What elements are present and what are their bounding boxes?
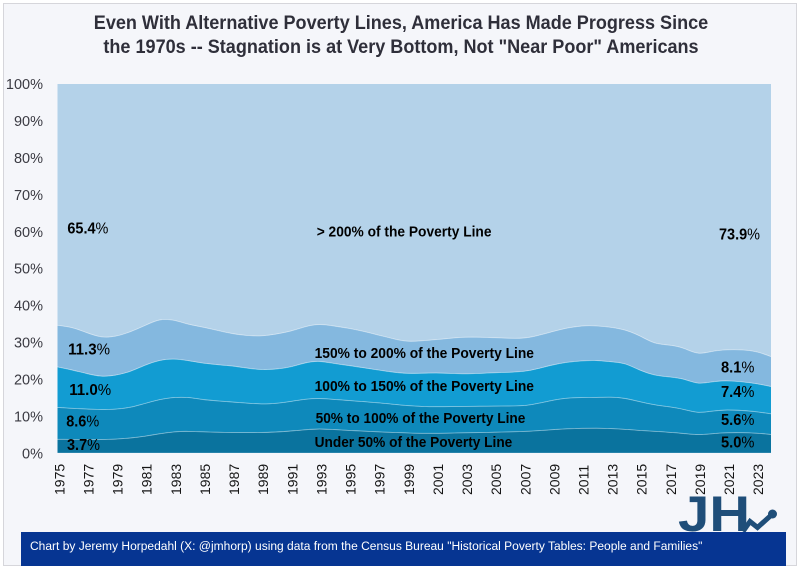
svg-text:2015: 2015 [634,464,650,495]
svg-text:Under 50% of the Poverty Line: Under 50% of the Poverty Line [315,434,513,451]
svg-text:1997: 1997 [372,464,388,495]
svg-text:1989: 1989 [255,464,271,495]
svg-text:100%: 100% [6,77,43,93]
svg-text:5.0%: 5.0% [721,435,755,452]
svg-text:2019: 2019 [692,464,708,495]
svg-text:50% to 100% of the Poverty Lin: 50% to 100% of the Poverty Line [316,410,526,427]
svg-text:2017: 2017 [663,464,679,495]
svg-text:1977: 1977 [80,464,96,495]
svg-text:2023: 2023 [750,464,766,495]
svg-text:1991: 1991 [284,464,300,495]
svg-text:8.6%: 8.6% [66,414,99,431]
svg-text:150% to 200% of the Poverty Li: 150% to 200% of the Poverty Line [315,345,534,362]
svg-text:1995: 1995 [343,464,359,495]
svg-text:> 200% of the Poverty Line: > 200% of the Poverty Line [317,224,492,241]
svg-text:1983: 1983 [168,464,184,495]
svg-text:60%: 60% [14,225,43,241]
svg-text:30%: 30% [14,336,43,352]
svg-text:2009: 2009 [546,464,562,495]
svg-text:2013: 2013 [605,464,621,495]
svg-text:1993: 1993 [313,464,329,495]
svg-text:2021: 2021 [721,464,737,495]
svg-text:3.7%: 3.7% [67,437,100,454]
svg-text:40%: 40% [14,299,43,315]
svg-text:2011: 2011 [576,465,592,495]
svg-text:1975: 1975 [51,464,67,495]
svg-text:20%: 20% [14,373,43,389]
svg-text:5.6%: 5.6% [721,412,755,429]
svg-text:70%: 70% [14,188,43,204]
svg-text:0%: 0% [22,446,43,462]
svg-text:11.3%: 11.3% [68,342,110,359]
svg-text:50%: 50% [14,262,43,278]
svg-text:80%: 80% [14,151,43,167]
svg-text:2001: 2001 [430,464,446,495]
svg-text:2007: 2007 [517,464,533,495]
svg-text:65.4%: 65.4% [67,221,108,238]
svg-text:90%: 90% [14,114,43,130]
svg-text:11.0%: 11.0% [69,382,111,399]
svg-text:1999: 1999 [401,464,417,495]
svg-text:1981: 1981 [139,464,155,495]
svg-text:10%: 10% [14,410,43,426]
svg-text:2005: 2005 [488,464,504,495]
svg-text:1985: 1985 [197,464,213,495]
svg-text:1979: 1979 [110,464,126,495]
svg-text:8.1%: 8.1% [721,360,755,377]
svg-text:73.9%: 73.9% [719,226,760,243]
svg-text:7.4%: 7.4% [721,384,755,401]
svg-text:1987: 1987 [226,464,242,495]
svg-text:2003: 2003 [459,464,475,495]
svg-text:100% to 150% of the Poverty Li: 100% to 150% of the Poverty Line [315,378,534,395]
